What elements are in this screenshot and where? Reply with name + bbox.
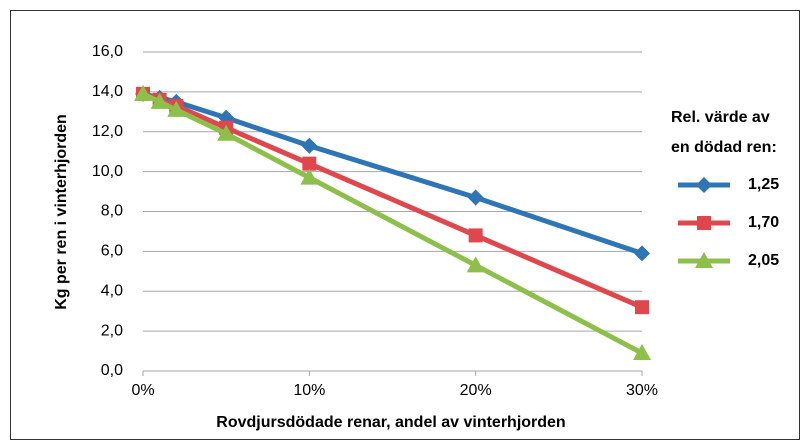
marker [300, 168, 319, 185]
x-tick-label: 0% [131, 382, 154, 399]
marker [635, 300, 649, 315]
legend-label: 2,05 [748, 252, 779, 269]
x-axis-label: Rovdjursdödade renar, andel av vinterhjo… [216, 414, 565, 431]
marker [633, 344, 651, 361]
marker [634, 245, 650, 262]
marker [695, 252, 713, 268]
marker [466, 256, 485, 273]
y-tick-label: 16,0 [92, 43, 123, 60]
y-tick-label: 0,0 [101, 362, 123, 379]
y-tick-label: 8,0 [101, 203, 123, 220]
legend-label: 1,25 [748, 176, 779, 193]
y-tick-label: 10,0 [92, 163, 123, 180]
y-tick-label: 6,0 [101, 243, 123, 260]
x-tick-label: 10% [293, 382, 325, 399]
legend-label: 1,70 [748, 214, 779, 231]
marker [167, 100, 186, 117]
marker [302, 156, 317, 171]
marker [217, 124, 236, 141]
marker [134, 84, 152, 101]
y-tick-label: 4,0 [101, 282, 123, 299]
marker [697, 216, 711, 230]
x-tick-label: 20% [460, 382, 492, 399]
y-tick-label: 12,0 [92, 123, 123, 140]
series-line [142, 91, 643, 256]
marker [150, 92, 169, 109]
series-line [141, 91, 644, 356]
y-axis-label: Kg per ren i vinterhjorden [53, 114, 70, 310]
legend-title: en dödad ren: [671, 139, 777, 156]
y-tick-label: 2,0 [101, 322, 123, 339]
marker [696, 177, 712, 193]
marker [468, 228, 483, 243]
x-tick-label: 30% [626, 382, 658, 399]
frame [10, 10, 800, 440]
marker [467, 189, 484, 206]
series-line [142, 91, 643, 310]
legend-title: Rel. värde av [671, 109, 770, 126]
y-tick-label: 14,0 [92, 83, 123, 100]
marker [301, 137, 318, 154]
